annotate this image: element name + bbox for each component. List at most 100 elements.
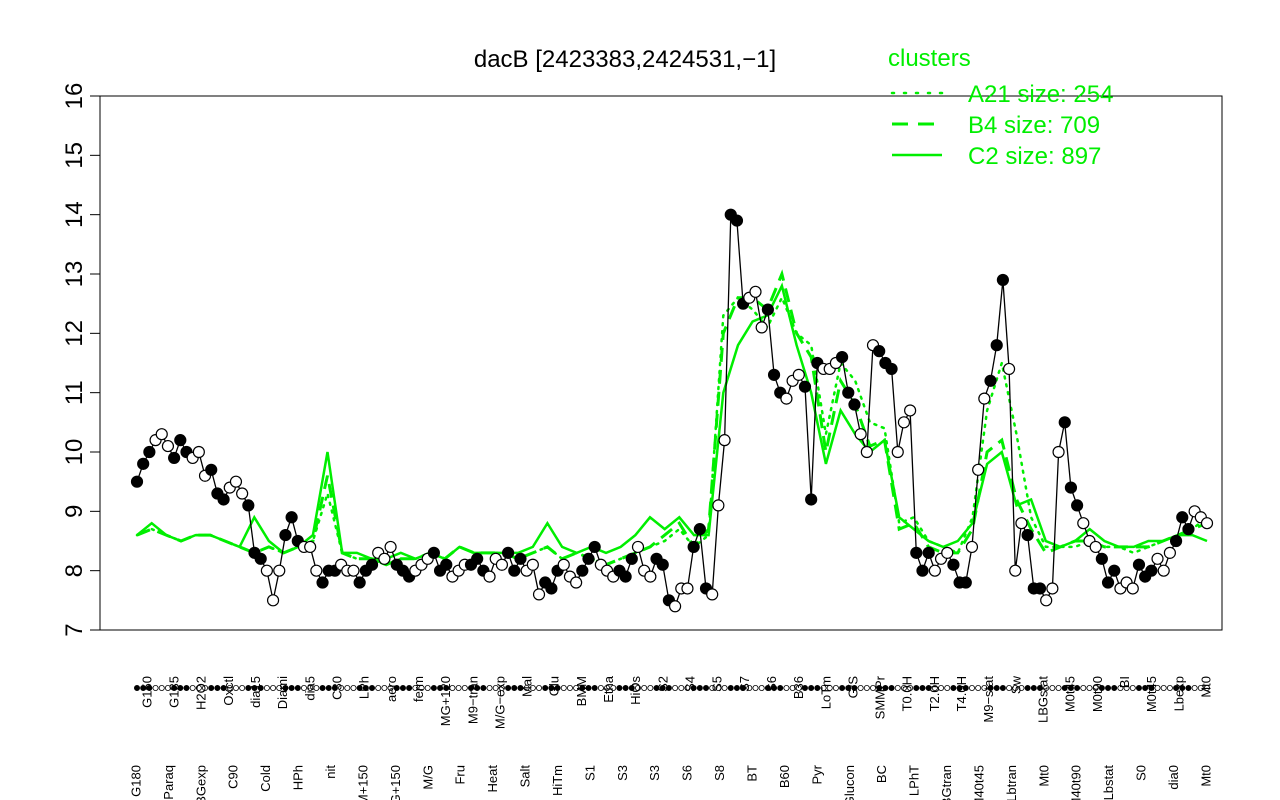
data-point: [1132, 558, 1146, 571]
x-tick-mark: [1154, 685, 1161, 692]
cluster-lines: [135, 269, 1209, 567]
data-point: [545, 582, 558, 595]
x-tick-mark: [276, 685, 283, 692]
x-tick-mark: [294, 685, 301, 692]
x-tick-label: M/G: [420, 765, 435, 790]
data-point: [1046, 582, 1059, 595]
x-tick-mark: [1061, 685, 1068, 692]
data-point: [526, 558, 539, 571]
x-tick-mark: [319, 685, 326, 692]
x-tick-label: S0: [1134, 765, 1149, 781]
x-tick-label: S8: [712, 765, 727, 781]
x-tick-mark: [703, 685, 710, 692]
data-point: [1015, 517, 1028, 530]
x-tick-mark: [331, 685, 338, 692]
x-tick-mark: [548, 685, 555, 692]
x-tick-mark: [789, 685, 796, 692]
x-tick-label: MG+120: [438, 676, 453, 726]
x-tick-mark: [894, 685, 901, 692]
x-tick-label: dia0: [1166, 765, 1181, 790]
data-point: [1033, 582, 1047, 595]
x-tick-mark: [752, 685, 759, 692]
x-tick-mark: [270, 685, 277, 692]
x-tick-mark: [474, 685, 481, 692]
data-point: [897, 416, 911, 429]
x-tick-mark: [1086, 685, 1093, 692]
x-tick-mark: [350, 685, 357, 692]
x-tick-mark: [1074, 685, 1081, 692]
data-point: [922, 546, 935, 559]
x-tick-mark: [430, 685, 437, 692]
x-tick-mark: [727, 685, 734, 692]
x-tick-label: Mt0: [1036, 765, 1051, 787]
x-tick-mark: [857, 685, 864, 692]
x-tick-mark: [1092, 685, 1099, 692]
x-tick-label: Paraq: [161, 765, 176, 800]
x-tick-mark: [560, 685, 567, 692]
y-tick-label: 10: [61, 439, 88, 466]
x-tick-mark: [907, 685, 914, 692]
x-tick-mark: [1135, 685, 1142, 692]
x-tick-mark: [406, 685, 413, 692]
x-tick-mark: [610, 685, 617, 692]
data-point: [990, 339, 1003, 352]
data-point: [1101, 576, 1115, 589]
x-tick-label: HiOs: [628, 676, 643, 705]
data-point: [1002, 362, 1016, 376]
x-tick-mark: [826, 685, 833, 692]
x-tick-label: S6: [680, 765, 695, 781]
x-tick-label: aero: [384, 676, 399, 702]
data-point: [1095, 552, 1108, 565]
x-tick-label: BMM: [574, 676, 589, 706]
x-tick-label: M9−stat: [981, 676, 996, 723]
x-tick-mark: [665, 685, 672, 692]
x-tick-label: S1: [582, 765, 597, 781]
x-tick-mark: [684, 685, 691, 692]
legend: clusters A21 size: 254 B4 size: 709 C2 siz…: [888, 45, 1113, 170]
data-point: [718, 434, 731, 447]
x-tick-mark: [164, 685, 171, 692]
data-point: [242, 499, 255, 512]
x-tick-label: G180: [128, 765, 143, 797]
data-point: [155, 428, 168, 441]
y-tick-label: 8: [61, 564, 88, 577]
legend-entry-label: C2 size: 897: [968, 143, 1101, 170]
x-tick-label: dia5: [302, 676, 317, 701]
data-point: [236, 487, 249, 500]
data-point: [805, 493, 818, 506]
x-tick-mark: [832, 685, 839, 692]
x-tick-mark: [919, 685, 926, 692]
x-tick-mark: [814, 685, 821, 692]
x-tick-label: LBGtran: [939, 765, 954, 800]
x-tick-mark: [740, 685, 747, 692]
x-tick-mark: [338, 685, 345, 692]
x-tick-mark: [771, 685, 778, 692]
x-tick-mark: [1173, 685, 1180, 692]
data-point: [495, 558, 509, 571]
data-point: [687, 540, 700, 554]
x-tick-mark: [1129, 685, 1136, 692]
data-point: [798, 380, 812, 393]
data-point: [668, 600, 682, 613]
x-tick-mark: [591, 685, 598, 692]
x-tick-mark: [133, 685, 140, 692]
x-tick-label: B36: [791, 676, 806, 699]
x-tick-label: Heat: [485, 765, 500, 793]
x-tick-label: G/S: [845, 676, 860, 699]
x-tick-mark: [1006, 685, 1013, 692]
x-tick-mark: [845, 685, 852, 692]
x-tick-mark: [288, 685, 295, 692]
x-tick-label: Glu: [547, 676, 562, 696]
data-point: [854, 428, 867, 441]
x-tick-mark: [505, 685, 512, 692]
x-tick-mark: [257, 685, 264, 692]
y-tick-label: 7: [61, 623, 88, 636]
x-tick-mark: [956, 685, 963, 692]
x-tick-label: BC: [874, 765, 889, 783]
x-tick-mark: [820, 685, 827, 692]
data-point: [1052, 445, 1065, 459]
x-tick-mark: [300, 685, 307, 692]
data-point: [972, 463, 985, 476]
x-tick-mark: [486, 685, 493, 692]
data-point: [693, 523, 706, 536]
